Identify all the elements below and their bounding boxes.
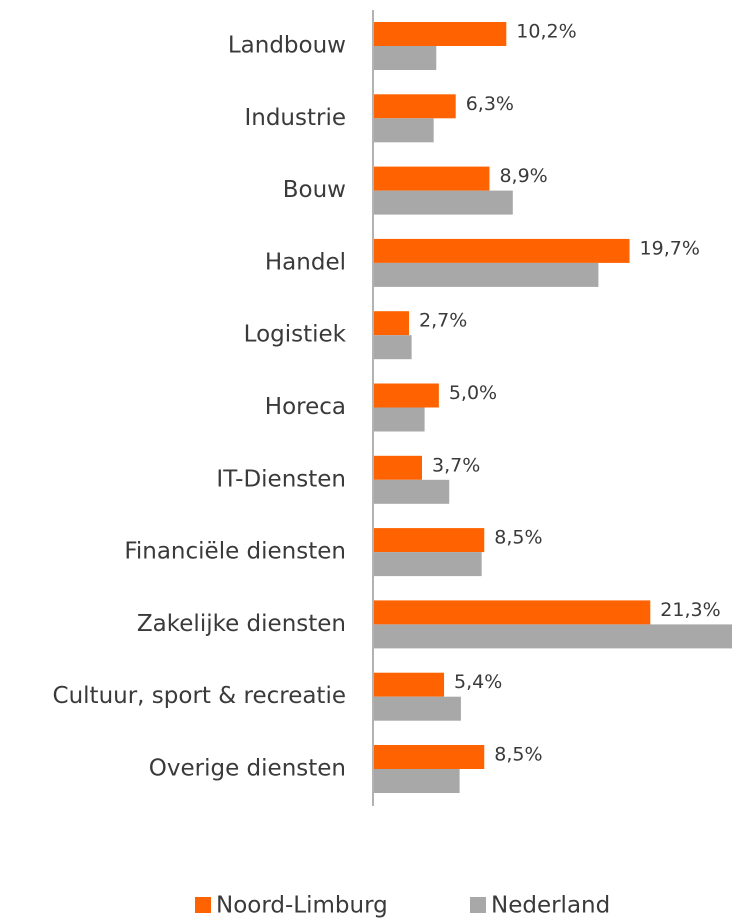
category-label: Zakelijke diensten xyxy=(137,611,346,637)
bar xyxy=(374,745,485,769)
bar xyxy=(374,528,485,553)
category-label: Cultuur, sport & recreatie xyxy=(53,683,346,709)
bar xyxy=(374,238,630,263)
value-label: 3,7% xyxy=(432,454,480,476)
category-label: Financiële diensten xyxy=(124,539,346,565)
value-label: 5,4% xyxy=(454,671,502,693)
bar xyxy=(374,46,437,70)
category-label: Handel xyxy=(265,249,346,275)
bar xyxy=(374,479,450,504)
value-label: 21,3% xyxy=(660,599,720,621)
category-label: Landbouw xyxy=(228,33,346,59)
bar xyxy=(374,455,422,480)
bar xyxy=(374,600,651,625)
category-label: Overige diensten xyxy=(149,756,346,782)
value-label: 8,9% xyxy=(499,165,547,187)
bar xyxy=(374,407,425,432)
legend-label: Nederland xyxy=(491,893,610,919)
category-label: Bouw xyxy=(283,177,346,203)
legend-marker xyxy=(195,897,211,913)
value-label: 5,0% xyxy=(449,382,497,404)
value-label: 19,7% xyxy=(640,237,700,259)
legend-label: Noord-Limburg xyxy=(216,893,388,919)
bar xyxy=(374,696,461,721)
bar xyxy=(374,624,732,649)
bar xyxy=(374,262,599,287)
bar xyxy=(374,190,513,215)
bar xyxy=(374,335,412,360)
bar xyxy=(374,166,490,191)
value-label: 8,5% xyxy=(494,527,542,549)
bar xyxy=(374,22,507,46)
value-label: 10,2% xyxy=(516,21,576,43)
bar xyxy=(374,311,410,336)
bar xyxy=(374,118,434,143)
value-label: 8,5% xyxy=(494,744,542,766)
legend-marker xyxy=(470,897,486,913)
bar xyxy=(374,383,439,408)
category-label: Industrie xyxy=(244,105,346,131)
bar xyxy=(374,94,456,119)
value-label: 6,3% xyxy=(466,93,514,115)
bar xyxy=(374,672,445,697)
category-label: Horeca xyxy=(265,394,346,420)
value-label: 2,7% xyxy=(419,310,467,332)
category-label: IT-Diensten xyxy=(216,466,346,492)
bar xyxy=(374,552,482,577)
category-label: Logistiek xyxy=(244,322,347,348)
bar xyxy=(374,769,460,793)
